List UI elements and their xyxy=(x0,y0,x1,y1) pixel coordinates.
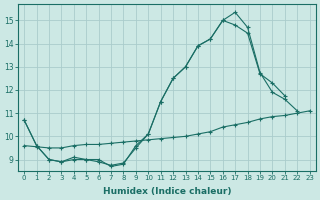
X-axis label: Humidex (Indice chaleur): Humidex (Indice chaleur) xyxy=(103,187,231,196)
